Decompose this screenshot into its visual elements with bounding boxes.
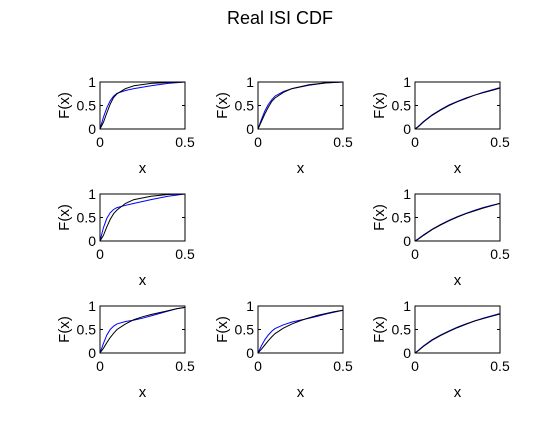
- x-tick-label: 0: [96, 246, 104, 262]
- y-axis-label: F(x): [214, 316, 231, 343]
- x-tick-label: 0: [254, 134, 262, 150]
- x-tick-label: 0.5: [333, 134, 353, 150]
- cdf-line-1: [99, 306, 186, 354]
- y-tick-label: 0.5: [77, 322, 97, 338]
- subplot-1-2: 0 0.5 0 0.5 1 x F(x): [214, 74, 353, 177]
- y-tick-label: 1: [88, 298, 96, 314]
- y-tick-label: 0.5: [235, 322, 255, 338]
- axes-box: [414, 305, 501, 354]
- cdf-line-1: [99, 193, 186, 242]
- x-tick-label: 0.5: [490, 246, 510, 262]
- x-axis-label: x: [454, 272, 462, 289]
- subplot-3-1: 0 0.5 0 0.5 1 x F(x): [56, 298, 195, 401]
- y-tick-label: 1: [88, 74, 96, 90]
- y-axis-label: F(x): [56, 92, 73, 119]
- y-tick-label: 0.5: [235, 98, 255, 114]
- x-axis-label: x: [297, 160, 305, 177]
- y-tick-label: 1: [403, 186, 411, 202]
- subplot-1-1: 0 0.5 0 0.5 1 x F(x): [56, 74, 195, 177]
- y-tick-label: 0: [88, 233, 96, 249]
- y-tick-label: 0: [403, 233, 411, 249]
- subplot-2-3: 0 0.5 0 0.5 1 x F(x): [371, 186, 510, 289]
- x-tick-label: 0.5: [333, 358, 353, 374]
- y-tick-label: 1: [246, 298, 254, 314]
- y-tick-label: 0: [246, 121, 254, 137]
- y-tick-label: 1: [403, 74, 411, 90]
- cdf-line-2: [99, 81, 186, 130]
- x-tick-label: 0.5: [175, 358, 195, 374]
- y-tick-label: 1: [246, 74, 254, 90]
- axes-box: [99, 305, 186, 354]
- cdf-line-2: [257, 309, 344, 354]
- axes-box: [414, 81, 501, 130]
- y-tick-label: 1: [88, 186, 96, 202]
- subplot-1-3: 0 0.5 0 0.5 1 x F(x): [371, 74, 510, 177]
- x-axis-label: x: [454, 160, 462, 177]
- x-tick-label: 0.5: [175, 134, 195, 150]
- x-axis-label: x: [454, 384, 462, 401]
- axes-box: [99, 81, 186, 130]
- axes-box: [257, 81, 344, 130]
- y-tick-label: 0: [403, 345, 411, 361]
- y-axis-label: F(x): [56, 204, 73, 231]
- y-axis-label: F(x): [371, 92, 388, 119]
- x-tick-label: 0: [96, 134, 104, 150]
- cdf-line-2: [414, 313, 501, 354]
- figure-title: Real ISI CDF: [226, 8, 334, 28]
- y-tick-label: 0.5: [77, 98, 97, 114]
- x-tick-label: 0: [96, 358, 104, 374]
- cdf-line-2: [257, 81, 344, 130]
- x-tick-label: 0: [411, 134, 419, 150]
- cdf-line-1: [257, 309, 344, 354]
- y-tick-label: 0: [246, 345, 254, 361]
- y-tick-label: 0.5: [392, 210, 412, 226]
- y-axis-label: F(x): [371, 316, 388, 343]
- x-tick-label: 0.5: [175, 246, 195, 262]
- y-tick-label: 0: [88, 121, 96, 137]
- x-axis-label: x: [139, 160, 147, 177]
- cdf-line-2: [99, 193, 186, 242]
- cdf-line-2: [99, 306, 186, 354]
- subplot-3-3: 0 0.5 0 0.5 1 x F(x): [371, 298, 510, 401]
- y-tick-label: 0: [88, 345, 96, 361]
- subplot-2-1: 0 0.5 0 0.5 1 x F(x): [56, 186, 195, 289]
- y-axis-label: F(x): [371, 204, 388, 231]
- subplot-3-2: 0 0.5 0 0.5 1 x F(x): [214, 298, 353, 401]
- x-tick-label: 0: [411, 358, 419, 374]
- x-tick-label: 0: [254, 358, 262, 374]
- y-axis-label: F(x): [56, 316, 73, 343]
- y-tick-label: 0.5: [392, 98, 412, 114]
- y-tick-label: 0: [403, 121, 411, 137]
- x-tick-label: 0.5: [490, 358, 510, 374]
- x-axis-label: x: [297, 384, 305, 401]
- y-axis-label: F(x): [214, 92, 231, 119]
- cdf-line-2: [414, 202, 501, 242]
- y-tick-label: 1: [403, 298, 411, 314]
- y-tick-label: 0.5: [392, 322, 412, 338]
- x-tick-label: 0: [411, 246, 419, 262]
- cdf-line-2: [414, 87, 501, 130]
- x-axis-label: x: [139, 272, 147, 289]
- y-tick-label: 0.5: [77, 210, 97, 226]
- x-tick-label: 0.5: [490, 134, 510, 150]
- x-axis-label: x: [139, 384, 147, 401]
